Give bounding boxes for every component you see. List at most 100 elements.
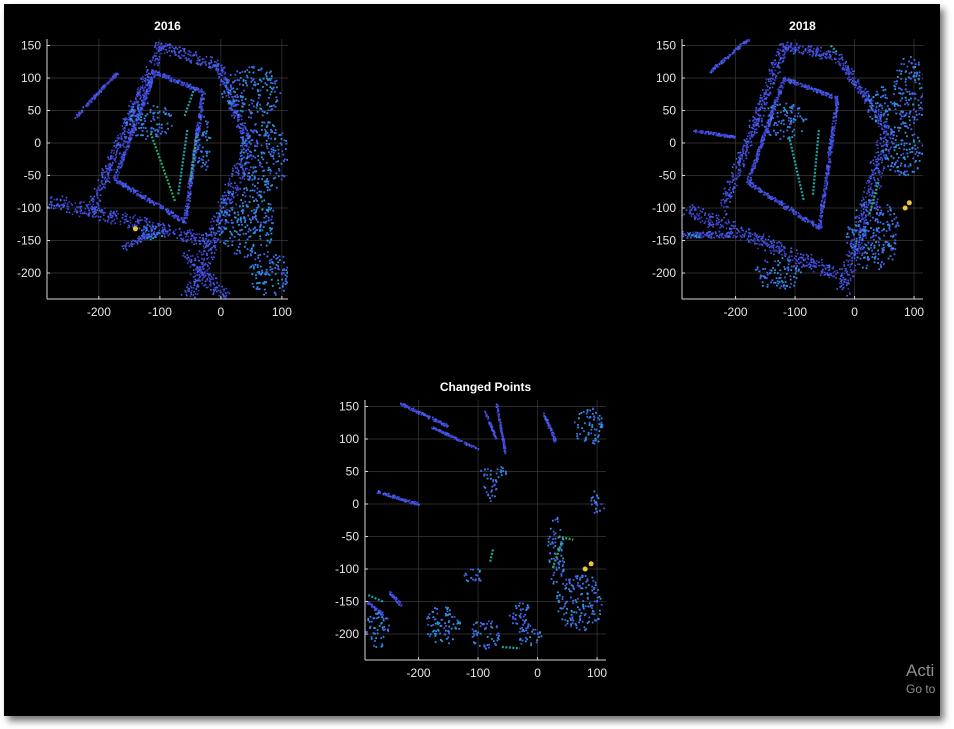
data-point [252, 228, 255, 231]
data-point [871, 169, 873, 172]
data-point [758, 108, 761, 110]
data-point [863, 221, 866, 224]
data-point [215, 61, 218, 64]
data-point [103, 171, 105, 174]
data-point [188, 290, 190, 293]
data-point [194, 138, 197, 140]
data-point [159, 206, 162, 208]
data-point [694, 218, 696, 221]
data-point [272, 151, 275, 154]
data-point [234, 216, 236, 219]
data-point [810, 253, 813, 256]
data-point [211, 56, 213, 59]
data-point [845, 278, 847, 281]
data-point [224, 223, 227, 225]
data-point [76, 211, 78, 214]
data-point [239, 113, 241, 116]
data-point [854, 83, 856, 86]
data-point [271, 215, 273, 218]
data-point [144, 127, 147, 130]
data-point [859, 248, 862, 251]
data-point [227, 291, 229, 294]
data-point [176, 217, 179, 220]
data-point [749, 235, 752, 238]
data-point [204, 242, 206, 245]
data-point [136, 107, 139, 110]
data-point [723, 202, 726, 204]
data-point [215, 237, 217, 240]
data-point [167, 209, 170, 211]
data-point [102, 214, 105, 216]
data-point [139, 237, 142, 240]
data-point [286, 159, 288, 161]
data-point [237, 218, 240, 221]
data-point [778, 54, 780, 56]
data-point [218, 77, 220, 80]
data-point [158, 229, 161, 232]
point-cluster [216, 187, 275, 258]
data-point [80, 209, 83, 212]
data-point [250, 139, 253, 142]
data-point [689, 211, 692, 213]
data-point [187, 85, 190, 88]
data-point [134, 190, 137, 192]
data-point [184, 84, 187, 87]
data-point [165, 112, 167, 115]
data-point [206, 263, 208, 266]
data-point [240, 136, 242, 139]
data-point [143, 95, 146, 98]
data-point [65, 196, 68, 199]
data-point [162, 207, 164, 209]
data-point [804, 259, 806, 261]
data-point [222, 70, 225, 73]
data-point [791, 47, 794, 50]
data-point [240, 199, 243, 201]
data-point [755, 120, 758, 123]
data-point [254, 229, 257, 232]
data-point [173, 50, 176, 52]
data-point [147, 81, 150, 83]
data-point [146, 236, 149, 238]
data-point [262, 226, 265, 228]
data-point [68, 201, 71, 203]
data-point [244, 200, 247, 203]
data-point [149, 73, 152, 75]
data-point [118, 171, 120, 174]
data-point [162, 111, 165, 114]
data-point [258, 288, 261, 290]
data-point [257, 203, 260, 206]
data-point [277, 261, 280, 264]
data-point [185, 59, 188, 61]
data-point [173, 215, 176, 218]
data-point [195, 125, 198, 127]
data-point [104, 165, 107, 168]
data-point [118, 182, 120, 185]
data-point [873, 177, 875, 180]
data-point [259, 260, 261, 263]
data-point [262, 282, 264, 285]
data-point [230, 202, 232, 204]
data-point [738, 174, 741, 176]
data-point [117, 137, 119, 139]
data-point [282, 153, 285, 156]
figure-canvas: -200 -100 0 100150100500-50-100-150-2002016… [17, 19, 924, 680]
point-cloud [47, 41, 288, 299]
data-point [168, 212, 171, 214]
data-point [270, 218, 273, 221]
data-point [94, 208, 96, 210]
data-point [860, 242, 863, 244]
data-point [245, 138, 247, 140]
data-point [222, 199, 225, 202]
data-point [139, 94, 142, 97]
data-point [790, 247, 793, 250]
data-point [276, 256, 279, 259]
data-point [235, 104, 237, 107]
data-point [759, 114, 762, 117]
data-point [121, 153, 124, 156]
data-point [154, 59, 156, 62]
data-point [225, 294, 228, 297]
data-point [270, 81, 272, 84]
data-point [847, 288, 849, 290]
data-point [48, 203, 51, 206]
data-point [152, 71, 154, 74]
